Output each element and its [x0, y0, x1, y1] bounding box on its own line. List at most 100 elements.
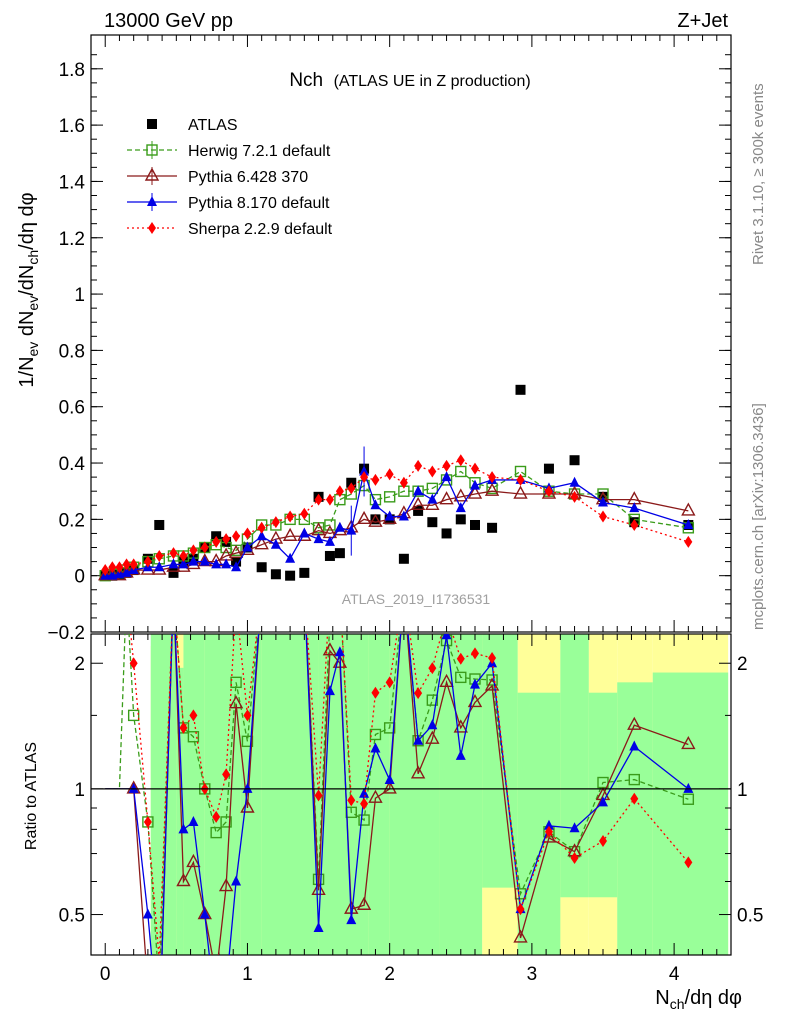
- data-point: [101, 564, 110, 577]
- data-point: [122, 558, 131, 571]
- data-point: [285, 552, 296, 563]
- ratio-point: [425, 730, 440, 744]
- data-point: [455, 514, 466, 525]
- data-point: [168, 567, 179, 578]
- data-point: [426, 482, 439, 495]
- ratio-point: [230, 676, 242, 689]
- ratio-point: [158, 954, 160, 955]
- y-tick-label-ratio: 0.5: [59, 906, 85, 927]
- series-line: [105, 490, 689, 577]
- ratio-point: [385, 676, 394, 689]
- y-tick-label-ratio-right: 0.5: [737, 906, 763, 927]
- ratio-point: [513, 929, 528, 943]
- data-point: [398, 553, 409, 564]
- ratio-band-green: [517, 692, 561, 955]
- ratio-point: [346, 914, 357, 925]
- y-axis-label-main: 1/Nev dNev/dNch/dη dφ: [16, 192, 41, 387]
- ratio-point: [189, 709, 198, 722]
- data-point: [427, 517, 438, 528]
- data-point: [629, 502, 640, 513]
- ratio-point: [179, 721, 188, 734]
- data-point: [413, 505, 424, 516]
- ratio-band-green: [617, 682, 653, 955]
- data-point: [228, 544, 244, 558]
- ratio-point: [187, 731, 200, 743]
- ratio-point: [599, 835, 607, 848]
- ratio-point: [629, 740, 640, 751]
- data-point: [428, 465, 437, 478]
- y-tick-label-main: 1.2: [59, 229, 85, 250]
- data-point: [179, 549, 188, 562]
- y-tick-label-ratio: 1: [74, 780, 85, 801]
- data-point: [488, 471, 497, 484]
- header-right: Z+Jet: [677, 10, 728, 32]
- ratio-point: [456, 652, 465, 665]
- ratio-point: [544, 825, 553, 838]
- legend-marker: [147, 196, 157, 206]
- data-point: [324, 519, 336, 531]
- ratio-series-4: [129, 634, 693, 955]
- data-point: [439, 491, 454, 505]
- data-point: [570, 490, 579, 503]
- ratio-point: [428, 662, 437, 675]
- ratio-point: [427, 719, 438, 730]
- data-point: [684, 535, 693, 548]
- data-point: [324, 535, 335, 546]
- ratio-point: [543, 819, 554, 830]
- data-point: [569, 476, 580, 487]
- data-point: [470, 519, 480, 530]
- ratio-band-green: [389, 634, 411, 955]
- y-tick-label-main: 1.4: [59, 172, 86, 193]
- legend-marker: [144, 167, 160, 181]
- analysis-watermark: ATLAS_2019_I1736531: [342, 591, 491, 607]
- side-note-mcplots: mcplots.cern.ch [arXiv:1306.3436]: [750, 403, 767, 630]
- ratio-point: [439, 673, 454, 688]
- ratio-point: [681, 735, 696, 750]
- ratio-band-green: [347, 634, 369, 955]
- data-point: [189, 544, 198, 557]
- data-point: [256, 530, 267, 541]
- data-point: [270, 538, 281, 549]
- data-point: [681, 502, 696, 516]
- data-point: [200, 541, 209, 554]
- x-tick-label: 1: [242, 964, 253, 985]
- ratio-point: [488, 651, 497, 664]
- data-point: [569, 455, 580, 466]
- data-point: [232, 530, 241, 543]
- data-point: [313, 533, 324, 544]
- ratio-band-green: [368, 634, 390, 955]
- data-point: [256, 562, 267, 573]
- data-point: [630, 518, 639, 531]
- ratio-point: [426, 694, 439, 706]
- y-tick-label-ratio: 2: [74, 654, 85, 675]
- data-point: [299, 567, 310, 578]
- y-tick-label-main: 1.6: [59, 116, 85, 137]
- data-point: [178, 558, 189, 569]
- data-point: [168, 558, 179, 569]
- ratio-point: [598, 796, 608, 807]
- ratio-point: [129, 657, 138, 670]
- ratio-point: [188, 815, 199, 826]
- ratio-point: [684, 856, 693, 869]
- data-point: [410, 496, 426, 510]
- ratio-bands: [150, 634, 729, 955]
- ratio-band-green: [150, 634, 177, 955]
- data-point: [683, 518, 694, 529]
- legend-marker: [147, 119, 157, 129]
- data-point: [254, 536, 269, 550]
- ratio-point: [240, 799, 255, 813]
- legend-marker: [146, 144, 158, 156]
- data-point: [398, 510, 409, 521]
- ratio-point: [368, 789, 383, 803]
- data-point: [155, 549, 164, 562]
- ratio-line: [130, 634, 689, 955]
- ratio-band-green: [652, 672, 729, 955]
- y-tick-label-main: 1: [74, 285, 85, 306]
- ratio-point: [313, 921, 324, 932]
- ratio-point: [231, 875, 242, 886]
- data-point: [188, 555, 199, 566]
- data-point: [211, 558, 222, 569]
- x-tick-label: 3: [527, 964, 538, 985]
- data-point: [455, 502, 466, 513]
